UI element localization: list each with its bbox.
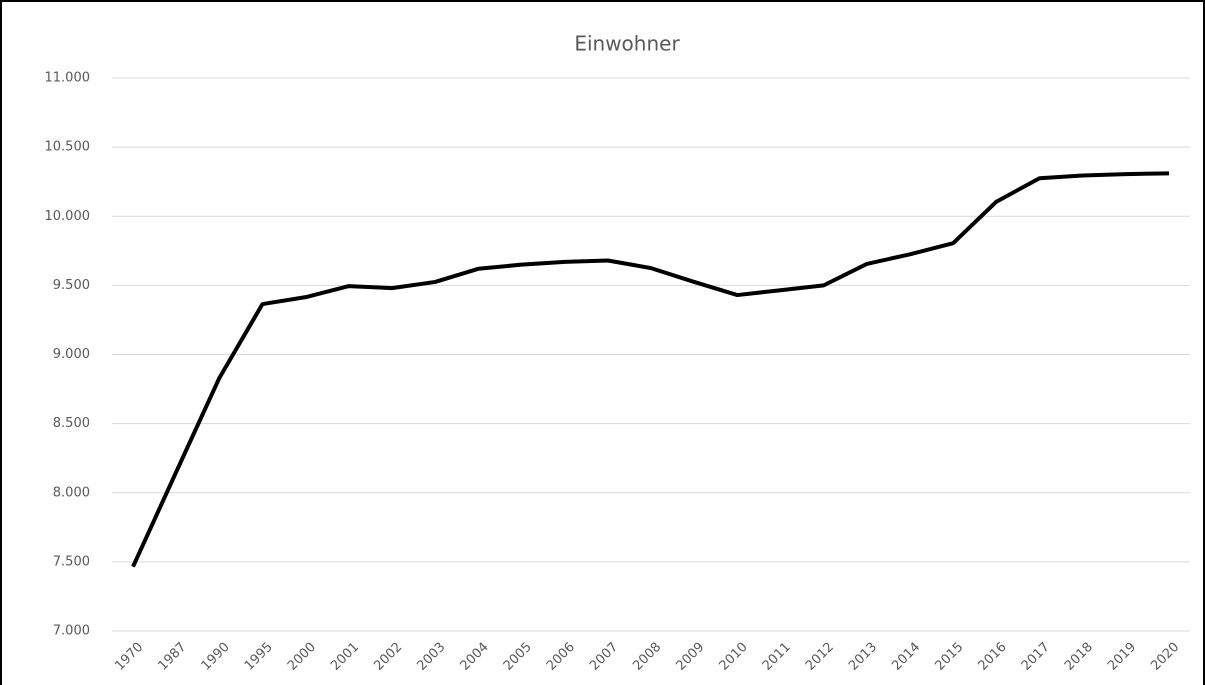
y-tick-label: 10.000 [45, 209, 91, 224]
y-tick-label: 9.000 [53, 347, 90, 362]
y-tick-label: 8.000 [53, 485, 90, 500]
y-tick-label: 7.500 [53, 554, 90, 569]
y-tick-label: 7.000 [53, 624, 90, 639]
line [131, 171, 1170, 568]
y-tick-label: 11.000 [45, 71, 91, 86]
chart-title: Einwohner [574, 32, 680, 56]
y-tick-label: 10.500 [45, 140, 91, 155]
y-tick-label: 9.500 [53, 278, 90, 293]
y-tick-label: 8.500 [53, 416, 90, 431]
